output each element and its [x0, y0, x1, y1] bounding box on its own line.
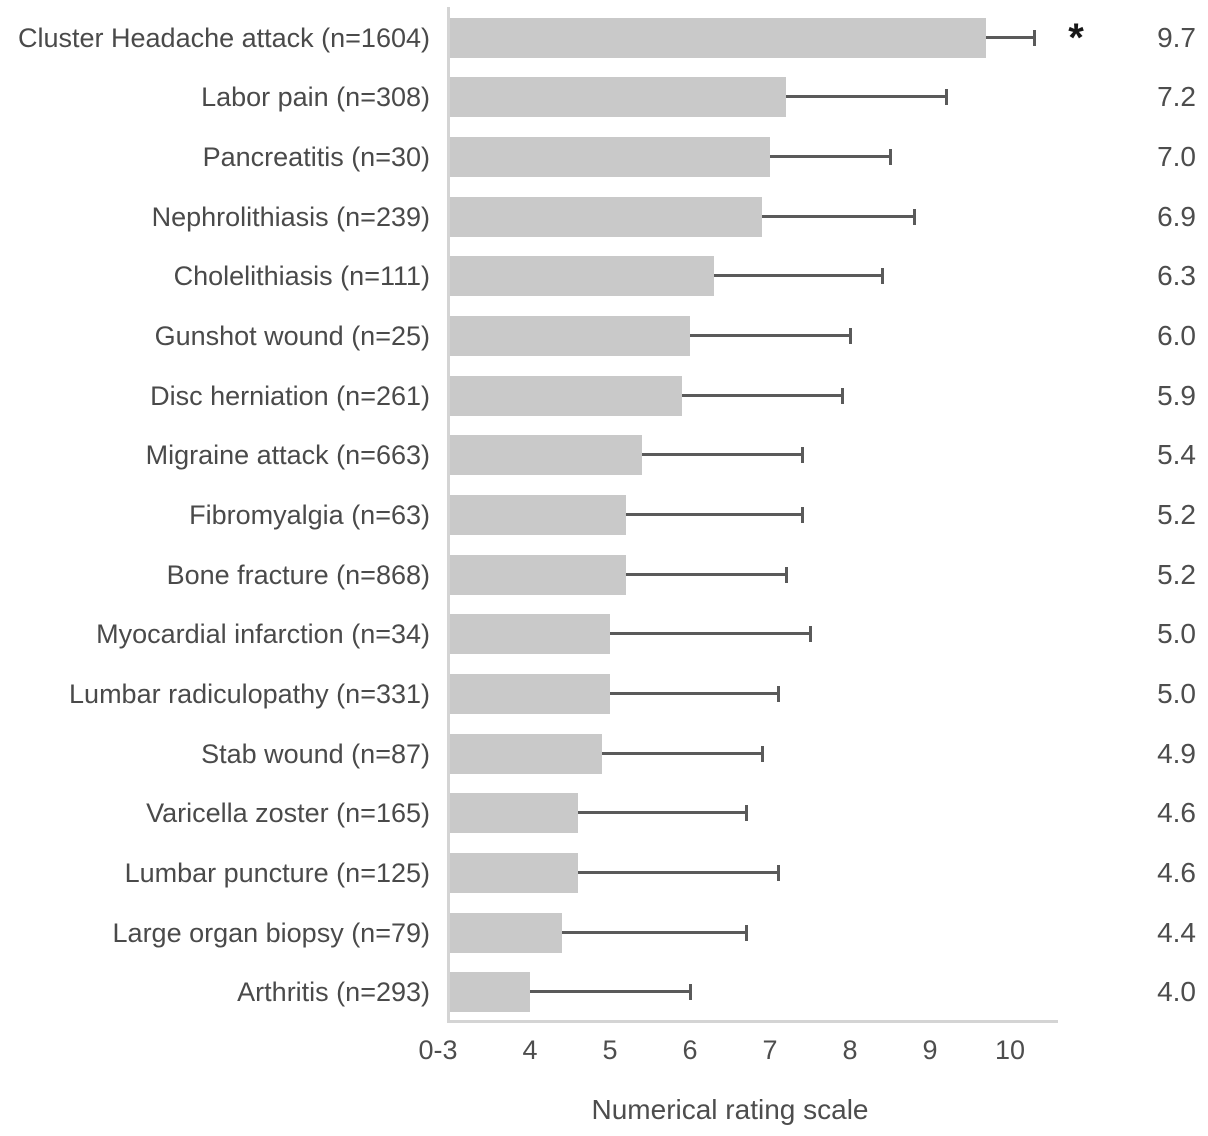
x-tick-label: 10: [994, 1035, 1026, 1065]
value-label: 4.6: [1157, 797, 1196, 829]
x-tick-label: 0-3: [418, 1035, 458, 1065]
error-bar-cap: [849, 328, 852, 345]
x-axis-title: Numerical rating scale: [591, 1094, 869, 1125]
error-bar: [714, 274, 882, 278]
error-bar-cap: [881, 268, 884, 285]
value-label: 4.6: [1157, 856, 1196, 888]
bar: [450, 495, 626, 535]
category-label: Bone fracture (n=868): [166, 559, 430, 590]
value-label: 5.0: [1157, 618, 1196, 650]
error-bar-cap: [809, 626, 812, 643]
category-label: Cholelithiasis (n=111): [173, 261, 430, 292]
bar: [450, 912, 562, 953]
x-tick-label: 6: [682, 1035, 698, 1065]
value-label: 7.0: [1157, 141, 1196, 173]
category-label: Stab wound (n=87): [201, 738, 430, 769]
error-bar: [610, 632, 810, 636]
bar: [450, 77, 786, 118]
error-bar: [682, 393, 842, 397]
x-tick-label: 5: [602, 1035, 618, 1065]
bar: [450, 972, 530, 1013]
bar: [450, 733, 602, 774]
bar: [450, 554, 626, 595]
error-bar-cap: [761, 745, 764, 762]
error-bar: [602, 751, 762, 755]
error-bar-cap: [745, 924, 748, 941]
x-axis-line: [447, 1020, 1058, 1023]
bar: [450, 17, 986, 58]
value-label: 5.9: [1157, 379, 1196, 411]
category-label: Arthritis (n=293): [237, 977, 430, 1008]
error-bar: [786, 95, 946, 99]
category-label: Large organ biopsy (n=79): [112, 917, 430, 948]
error-bar-cap: [913, 208, 916, 225]
error-bar: [578, 870, 778, 874]
value-label: 5.2: [1157, 499, 1196, 530]
error-bar: [626, 572, 786, 576]
error-bar: [986, 35, 1034, 39]
value-label: 4.9: [1157, 737, 1196, 769]
error-bar: [610, 691, 778, 695]
bar: [450, 673, 610, 714]
error-bar-cap: [889, 149, 892, 166]
category-label: Lumbar radiculopathy (n=331): [69, 678, 430, 709]
error-bar: [578, 811, 746, 815]
category-label: Varicella zoster (n=165): [146, 798, 430, 829]
x-tick-label: 7: [762, 1035, 778, 1065]
value-label: 5.0: [1157, 677, 1196, 709]
category-label: Labor pain (n=308): [201, 82, 430, 113]
bar: [450, 316, 690, 357]
error-bar-cap: [801, 447, 804, 464]
error-bar-cap: [801, 507, 804, 523]
bar: [450, 793, 578, 834]
value-label: 6.9: [1157, 200, 1196, 232]
error-bar-cap: [777, 864, 780, 881]
bar: [450, 852, 578, 893]
error-bar: [690, 334, 850, 338]
value-label: 6.0: [1157, 320, 1196, 352]
error-bar: [530, 990, 690, 994]
value-label: 9.7: [1157, 21, 1196, 53]
value-label: 5.4: [1157, 439, 1196, 471]
category-label: Lumbar puncture (n=125): [124, 857, 430, 888]
bar: [450, 435, 642, 476]
error-bar: [562, 930, 746, 934]
category-label: Migraine attack (n=663): [145, 440, 430, 471]
bar: [450, 375, 682, 416]
y-axis-line: [447, 7, 450, 1022]
category-label: Disc herniation (n=261): [150, 380, 430, 411]
x-tick-label: 4: [522, 1035, 538, 1065]
value-label: 4.0: [1157, 976, 1196, 1008]
error-bar: [770, 155, 890, 159]
value-label: 7.2: [1157, 81, 1196, 113]
error-bar-cap: [841, 387, 844, 404]
bar: [450, 614, 610, 655]
significance-asterisk: *: [1068, 15, 1084, 60]
category-label: Fibromyalgia (n=63): [189, 500, 430, 530]
x-tick-label: 9: [922, 1035, 938, 1065]
category-label: Gunshot wound (n=25): [154, 321, 430, 352]
value-label: 5.2: [1157, 558, 1196, 590]
value-label: 6.3: [1157, 260, 1196, 292]
error-bar-cap: [745, 805, 748, 822]
error-bar-cap: [689, 984, 692, 1001]
category-label: Pancreatitis (n=30): [202, 142, 430, 173]
error-bar: [642, 453, 802, 457]
value-label: 4.4: [1157, 916, 1196, 948]
bar: [450, 256, 714, 297]
error-bar: [762, 214, 914, 218]
error-bar-cap: [945, 89, 948, 106]
x-tick-label: 8: [842, 1035, 858, 1065]
error-bar-cap: [785, 566, 788, 583]
category-label: Nephrolithiasis (n=239): [151, 201, 430, 232]
category-label: Myocardial infarction (n=34): [96, 619, 430, 650]
category-label: Cluster Headache attack (n=1604): [18, 22, 430, 53]
error-bar-cap: [1033, 29, 1036, 46]
bar: [450, 196, 762, 237]
bar: [450, 137, 770, 178]
error-bar-cap: [777, 685, 780, 702]
error-bar: [626, 513, 802, 516]
